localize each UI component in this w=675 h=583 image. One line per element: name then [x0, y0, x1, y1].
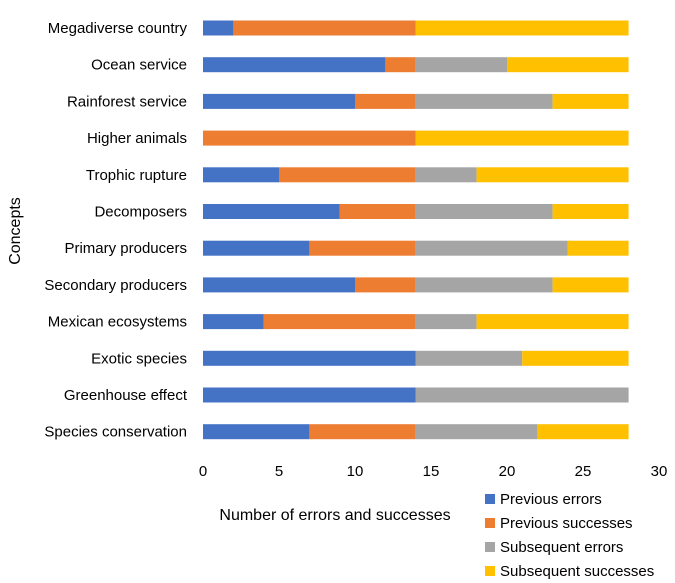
category-label: Species conservation: [44, 424, 187, 441]
category-label: Rainforest service: [67, 93, 187, 110]
bar-segment-4-3: [476, 167, 629, 183]
bar-segment-10-2: [415, 387, 629, 403]
bar-segment-5-3: [552, 204, 629, 219]
category-label: Greenhouse effect: [64, 387, 188, 404]
legend-label: Subsequent errors: [500, 539, 623, 556]
bar-segment-7-0: [203, 277, 355, 293]
bar-segment-3-1: [203, 130, 416, 146]
bar-segment-10-0: [203, 387, 416, 403]
bar-segment-6-1: [309, 240, 416, 256]
bar-segment-11-2: [415, 424, 538, 440]
bar-segment-0-1: [233, 20, 416, 36]
category-label: Trophic rupture: [86, 167, 187, 184]
bar-segment-4-2: [415, 167, 477, 183]
bar-segment-9-2: [415, 350, 523, 366]
bars-layer: [203, 20, 629, 440]
x-tick-label: 30: [651, 463, 668, 480]
category-label: Higher animals: [87, 130, 187, 147]
bar-segment-1-3: [507, 57, 629, 73]
bar-segment-8-0: [203, 314, 264, 330]
bar-segment-0-0: [203, 20, 234, 36]
legend-swatch: [485, 494, 495, 504]
bar-segment-8-1: [263, 314, 416, 330]
bar-segment-5-2: [415, 204, 553, 219]
bar-segment-1-2: [415, 57, 507, 73]
category-label: Secondary producers: [44, 277, 187, 294]
bar-segment-4-0: [203, 167, 279, 183]
bar-segment-9-0: [203, 350, 416, 366]
legend: Previous errors Previous successes Subsequ…: [485, 491, 654, 580]
bar-segment-11-3: [537, 424, 629, 440]
category-label: Exotic species: [91, 350, 187, 367]
bar-segment-7-3: [552, 277, 629, 293]
bar-segment-4-1: [279, 167, 416, 183]
bar-segment-2-1: [355, 93, 416, 109]
x-tick-label: 25: [575, 463, 592, 480]
category-labels: Megadiverse country Ocean service Rainfore…: [44, 20, 187, 441]
category-label: Megadiverse country: [48, 20, 188, 37]
legend-label: Subsequent successes: [500, 563, 654, 580]
bar-segment-3-3: [415, 130, 629, 146]
legend-label: Previous successes: [500, 515, 633, 532]
category-label: Ocean service: [91, 57, 187, 74]
bar-segment-8-2: [415, 314, 477, 330]
bar-segment-8-3: [476, 314, 629, 330]
x-tick-label: 15: [423, 463, 440, 480]
bar-segment-11-1: [309, 424, 416, 440]
bar-segment-0-3: [415, 20, 629, 36]
bar-segment-9-3: [522, 350, 629, 366]
bar-segment-7-1: [355, 277, 416, 293]
legend-swatch: [485, 542, 495, 552]
bar-segment-6-0: [203, 240, 310, 256]
bar-segment-2-3: [552, 93, 629, 109]
bar-segment-2-2: [415, 93, 553, 109]
y-axis-title: Concepts: [7, 197, 24, 265]
x-tick-label: 0: [199, 463, 207, 480]
bar-segment-11-0: [203, 424, 310, 440]
bar-segment-1-1: [385, 57, 416, 73]
bar-segment-5-1: [339, 204, 416, 219]
bar-segment-5-0: [203, 204, 340, 219]
x-tick-label: 5: [275, 463, 283, 480]
x-tick-labels: 0 5 10 15 20 25 30: [199, 463, 668, 480]
x-tick-label: 10: [347, 463, 364, 480]
bar-segment-7-2: [415, 277, 553, 293]
legend-swatch: [485, 566, 495, 576]
bar-segment-1-0: [203, 57, 386, 73]
bar-segment-6-3: [567, 240, 629, 256]
bar-segment-2-0: [203, 93, 355, 109]
bar-segment-6-2: [415, 240, 568, 256]
category-label: Decomposers: [94, 204, 187, 221]
legend-swatch: [485, 518, 495, 528]
category-label: Mexican ecosystems: [48, 314, 187, 331]
category-label: Primary producers: [64, 240, 187, 257]
legend-label: Previous errors: [500, 491, 602, 508]
x-tick-label: 20: [499, 463, 516, 480]
x-axis-title: Number of errors and successes: [219, 507, 450, 524]
